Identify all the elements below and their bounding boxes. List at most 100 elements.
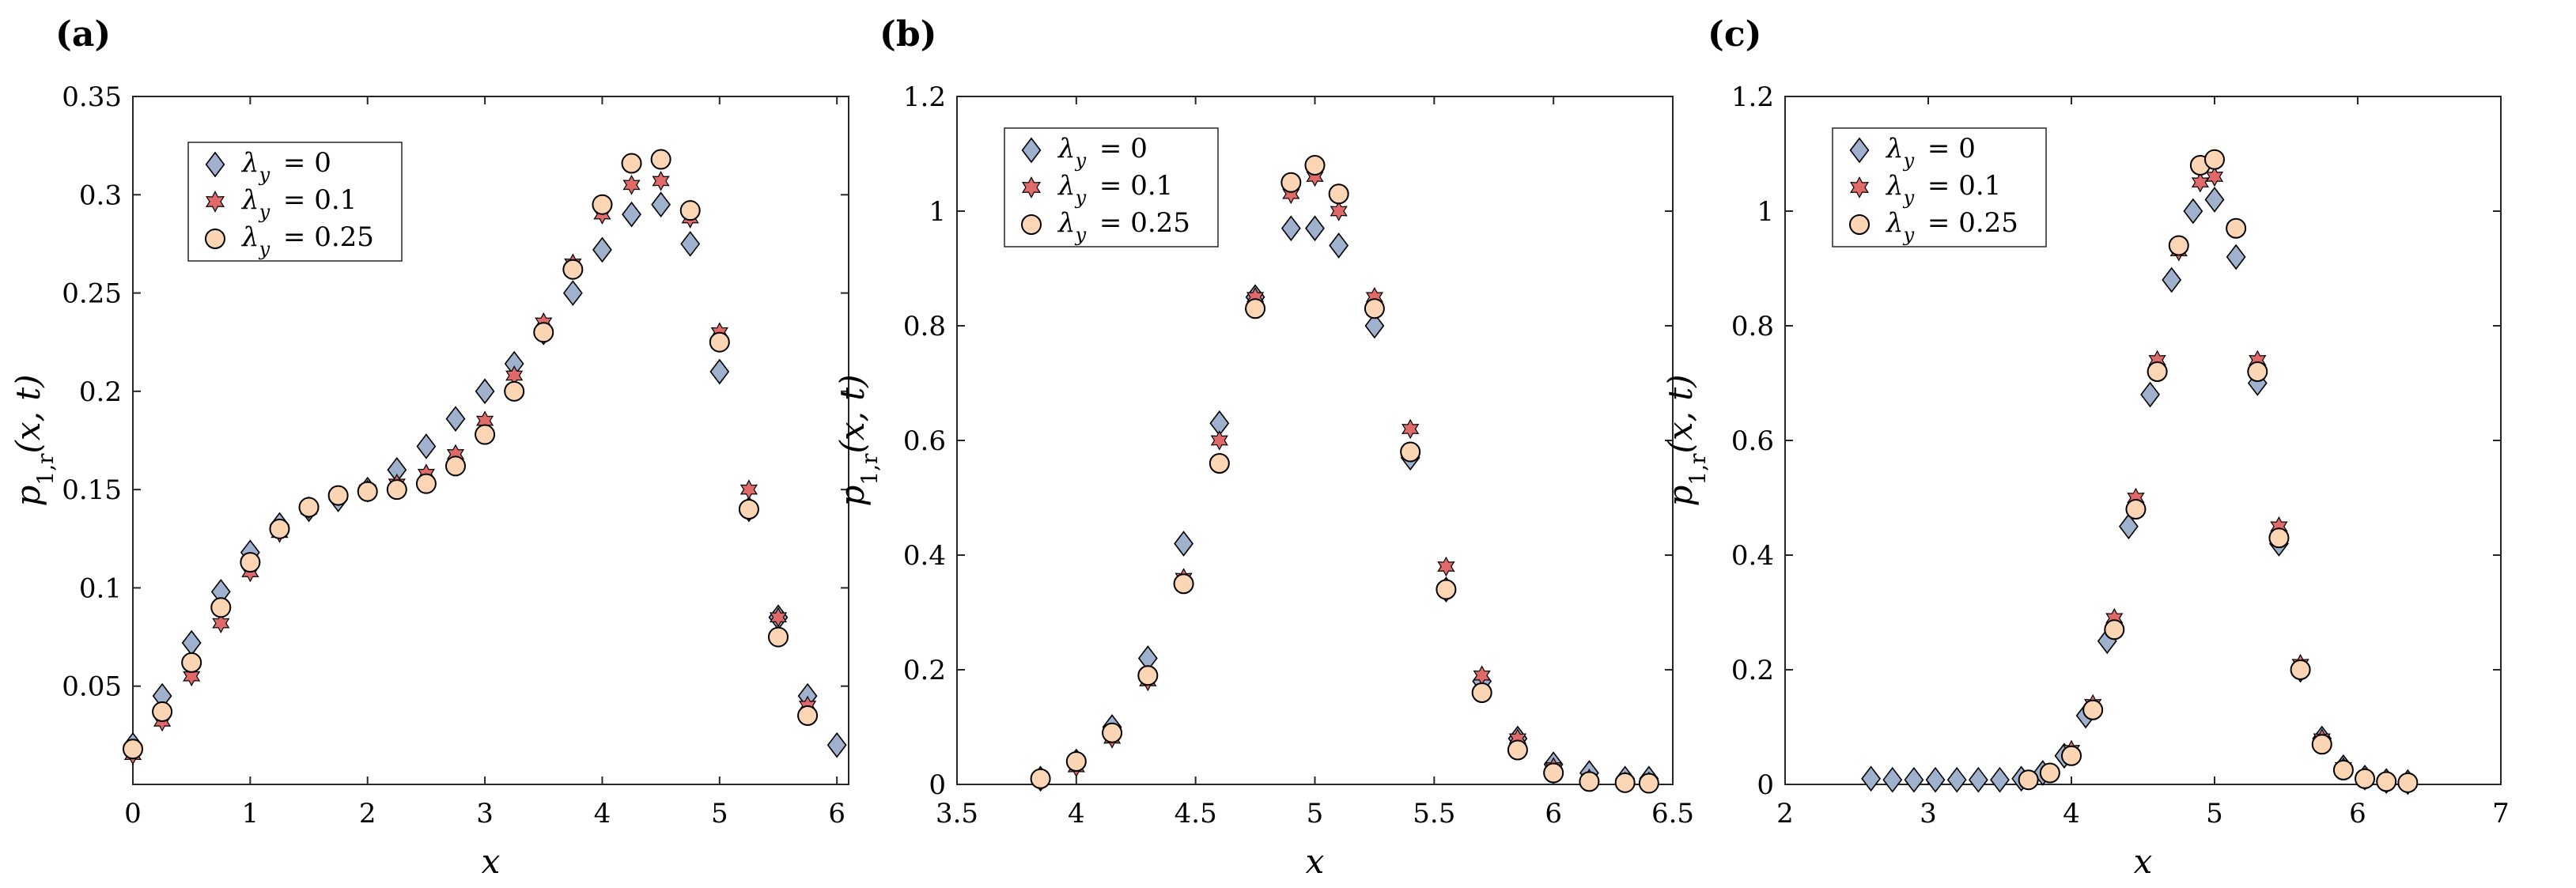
legend-label: λy = 0: [1885, 133, 1976, 172]
data-point: [2226, 217, 2247, 239]
data-point: [1304, 155, 1326, 176]
y-tick-label: 1: [929, 196, 946, 228]
x-tick-label: 4: [594, 798, 611, 829]
data-point: [1882, 766, 1903, 793]
y-tick-label: 1.2: [1731, 81, 1774, 113]
x-tick-label: 2: [359, 798, 376, 829]
data-point: [709, 331, 730, 353]
data-point: [183, 666, 201, 687]
x-tick-label: 6: [2349, 798, 2366, 829]
y-tick-label: 0.1: [79, 572, 122, 604]
data-point: [445, 406, 466, 432]
data-point: [444, 455, 466, 477]
data-point: [2140, 381, 2160, 408]
data-point: [622, 175, 641, 195]
legend-label: λy = 0.25: [1057, 207, 1190, 246]
x-tick-label: 0: [124, 798, 142, 829]
y-tick-label: 0.2: [1731, 655, 1774, 686]
data-point: [2268, 527, 2290, 549]
panel-a: 0 1 2 3 4 5 6 0.05 0.1 0.15 0.2 0.25 0.3 0.35 x p1,r(x,…: [9, 14, 849, 881]
data-point: [1209, 453, 1230, 474]
y-tick-label: 1.2: [903, 81, 946, 113]
data-point: [1102, 722, 1123, 743]
data-point: [1330, 201, 1348, 221]
data-point: [651, 191, 671, 218]
data-point: [797, 705, 819, 726]
data-point: [2082, 699, 2104, 720]
legend-label: λy = 0.25: [1885, 207, 2018, 246]
x-axis-label: x: [1306, 842, 1325, 881]
data-point: [181, 652, 202, 673]
data-point: [240, 552, 261, 573]
data-point: [1904, 766, 1924, 793]
data-point: [679, 200, 701, 221]
data-point: [1030, 768, 1051, 789]
data-point: [2204, 149, 2225, 170]
data-point: [2376, 771, 2397, 792]
y-tick-label: 0.25: [62, 278, 122, 310]
legend-label: λy = 0: [1057, 133, 1148, 172]
legend-label: λy = 0.1: [1885, 170, 2001, 209]
legend-label: λy = 0.1: [240, 184, 357, 223]
panel-label: (b): [879, 14, 936, 55]
series-circle: [1030, 155, 1659, 794]
y-tick-label: 0.8: [903, 311, 946, 342]
data-point: [1245, 298, 1266, 319]
x-tick-label: 2: [1776, 798, 1794, 829]
y-tick-label: 0.6: [1731, 425, 1774, 457]
data-point: [212, 613, 230, 633]
panel-c: 2 3 4 5 6 7 0 0.2 0.4 0.6 0.8 1 1.2 x p1,r(x, t) (c) λy …: [1661, 14, 2510, 881]
data-point: [1990, 766, 2010, 793]
legend-marker: [205, 151, 225, 178]
data-point: [1173, 573, 1194, 595]
x-axis-label: x: [2134, 842, 2153, 881]
data-point: [2061, 745, 2082, 766]
x-tick-label: 3.5: [936, 798, 978, 829]
data-point: [709, 358, 730, 385]
data-point: [2039, 762, 2060, 784]
data-point: [1925, 766, 1946, 793]
data-point: [738, 499, 759, 520]
x-tick-label: 6.5: [1651, 798, 1694, 829]
legend-marker: [205, 191, 225, 213]
data-point: [2247, 361, 2268, 382]
data-point: [2147, 361, 2168, 382]
data-point: [621, 153, 642, 174]
legend-marker: [205, 229, 225, 249]
panel-label: (a): [55, 14, 111, 55]
x-tick-label: 1: [242, 798, 259, 829]
data-point: [767, 626, 789, 648]
x-tick-label: 6: [1545, 798, 1562, 829]
data-point: [504, 380, 525, 402]
x-tick-label: 3: [1920, 798, 1937, 829]
data-point: [2311, 734, 2332, 755]
data-point: [298, 497, 320, 518]
data-point: [357, 481, 378, 502]
x-tick-label: 3: [476, 798, 494, 829]
data-point: [1400, 441, 1421, 463]
y-tick-label: 0.15: [62, 474, 122, 506]
data-point: [2226, 244, 2246, 270]
data-point: [416, 433, 437, 459]
data-point: [2183, 198, 2203, 225]
x-tick-label: 6: [828, 798, 845, 829]
data-point: [1282, 183, 1300, 205]
legend-marker: [1849, 176, 1870, 198]
y-tick-label: 0.2: [903, 655, 946, 686]
data-point: [2191, 172, 2210, 193]
data-point: [1210, 430, 1228, 451]
data-point: [1174, 531, 1193, 557]
x-tick-label: 4: [2063, 798, 2080, 829]
y-axis-label: p1,r(x, t): [1661, 374, 1711, 506]
data-point: [2290, 659, 2311, 680]
x-tick-label: 5: [711, 798, 728, 829]
x-tick-label: 5: [2206, 798, 2223, 829]
data-point: [562, 259, 584, 280]
y-tick-label: 0.8: [1731, 311, 1774, 342]
data-point: [1280, 172, 1302, 193]
data-point: [1638, 773, 1659, 794]
data-point: [2162, 266, 2182, 293]
legend-marker: [1849, 214, 1870, 235]
data-point: [1401, 418, 1420, 440]
